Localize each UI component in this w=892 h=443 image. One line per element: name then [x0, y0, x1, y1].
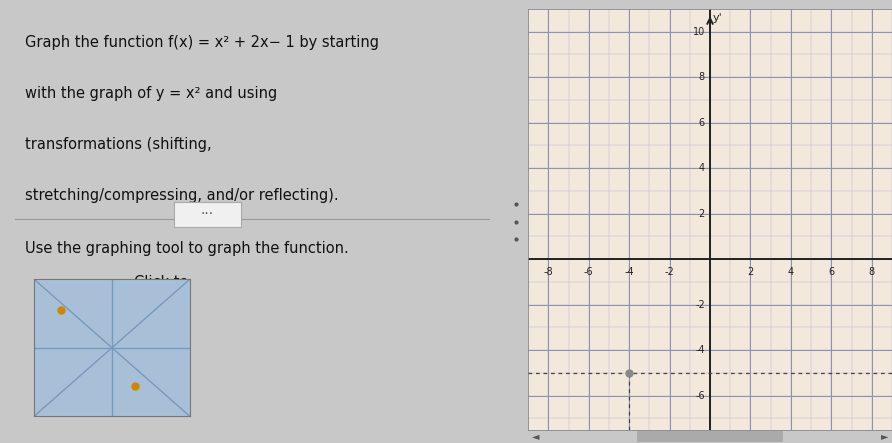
Text: transformations (shifting,: transformations (shifting,	[25, 137, 211, 152]
Bar	[637, 431, 783, 442]
Text: -6: -6	[696, 391, 705, 400]
Text: ···: ···	[201, 207, 214, 222]
Text: -4: -4	[624, 267, 634, 277]
Text: Graph the function f(x) = x² + 2x− 1 by starting: Graph the function f(x) = x² + 2x− 1 by …	[25, 35, 379, 51]
Text: with the graph of y = x² and using: with the graph of y = x² and using	[25, 86, 277, 101]
Text: stretching/compressing, and/or reflecting).: stretching/compressing, and/or reflectin…	[25, 188, 339, 203]
Text: 8: 8	[869, 267, 875, 277]
Text: 6: 6	[829, 267, 834, 277]
Text: -4: -4	[696, 345, 705, 355]
Text: 4: 4	[698, 163, 705, 173]
Text: 6: 6	[698, 117, 705, 128]
Text: 4: 4	[788, 267, 794, 277]
Text: -2: -2	[665, 267, 674, 277]
Text: 10: 10	[693, 27, 705, 37]
Text: -8: -8	[543, 267, 553, 277]
Text: 8: 8	[698, 72, 705, 82]
Text: Use the graphing tool to graph the function.: Use the graphing tool to graph the funct…	[25, 241, 349, 256]
Text: 2: 2	[698, 209, 705, 218]
Text: ►: ►	[881, 431, 888, 441]
Text: -2: -2	[695, 299, 705, 310]
Text: 2: 2	[747, 267, 754, 277]
Text: Click to
enlarge
graph: Click to enlarge graph	[134, 275, 189, 334]
Text: y': y'	[713, 13, 723, 23]
Text: ◄: ◄	[532, 431, 539, 441]
Text: -6: -6	[584, 267, 593, 277]
